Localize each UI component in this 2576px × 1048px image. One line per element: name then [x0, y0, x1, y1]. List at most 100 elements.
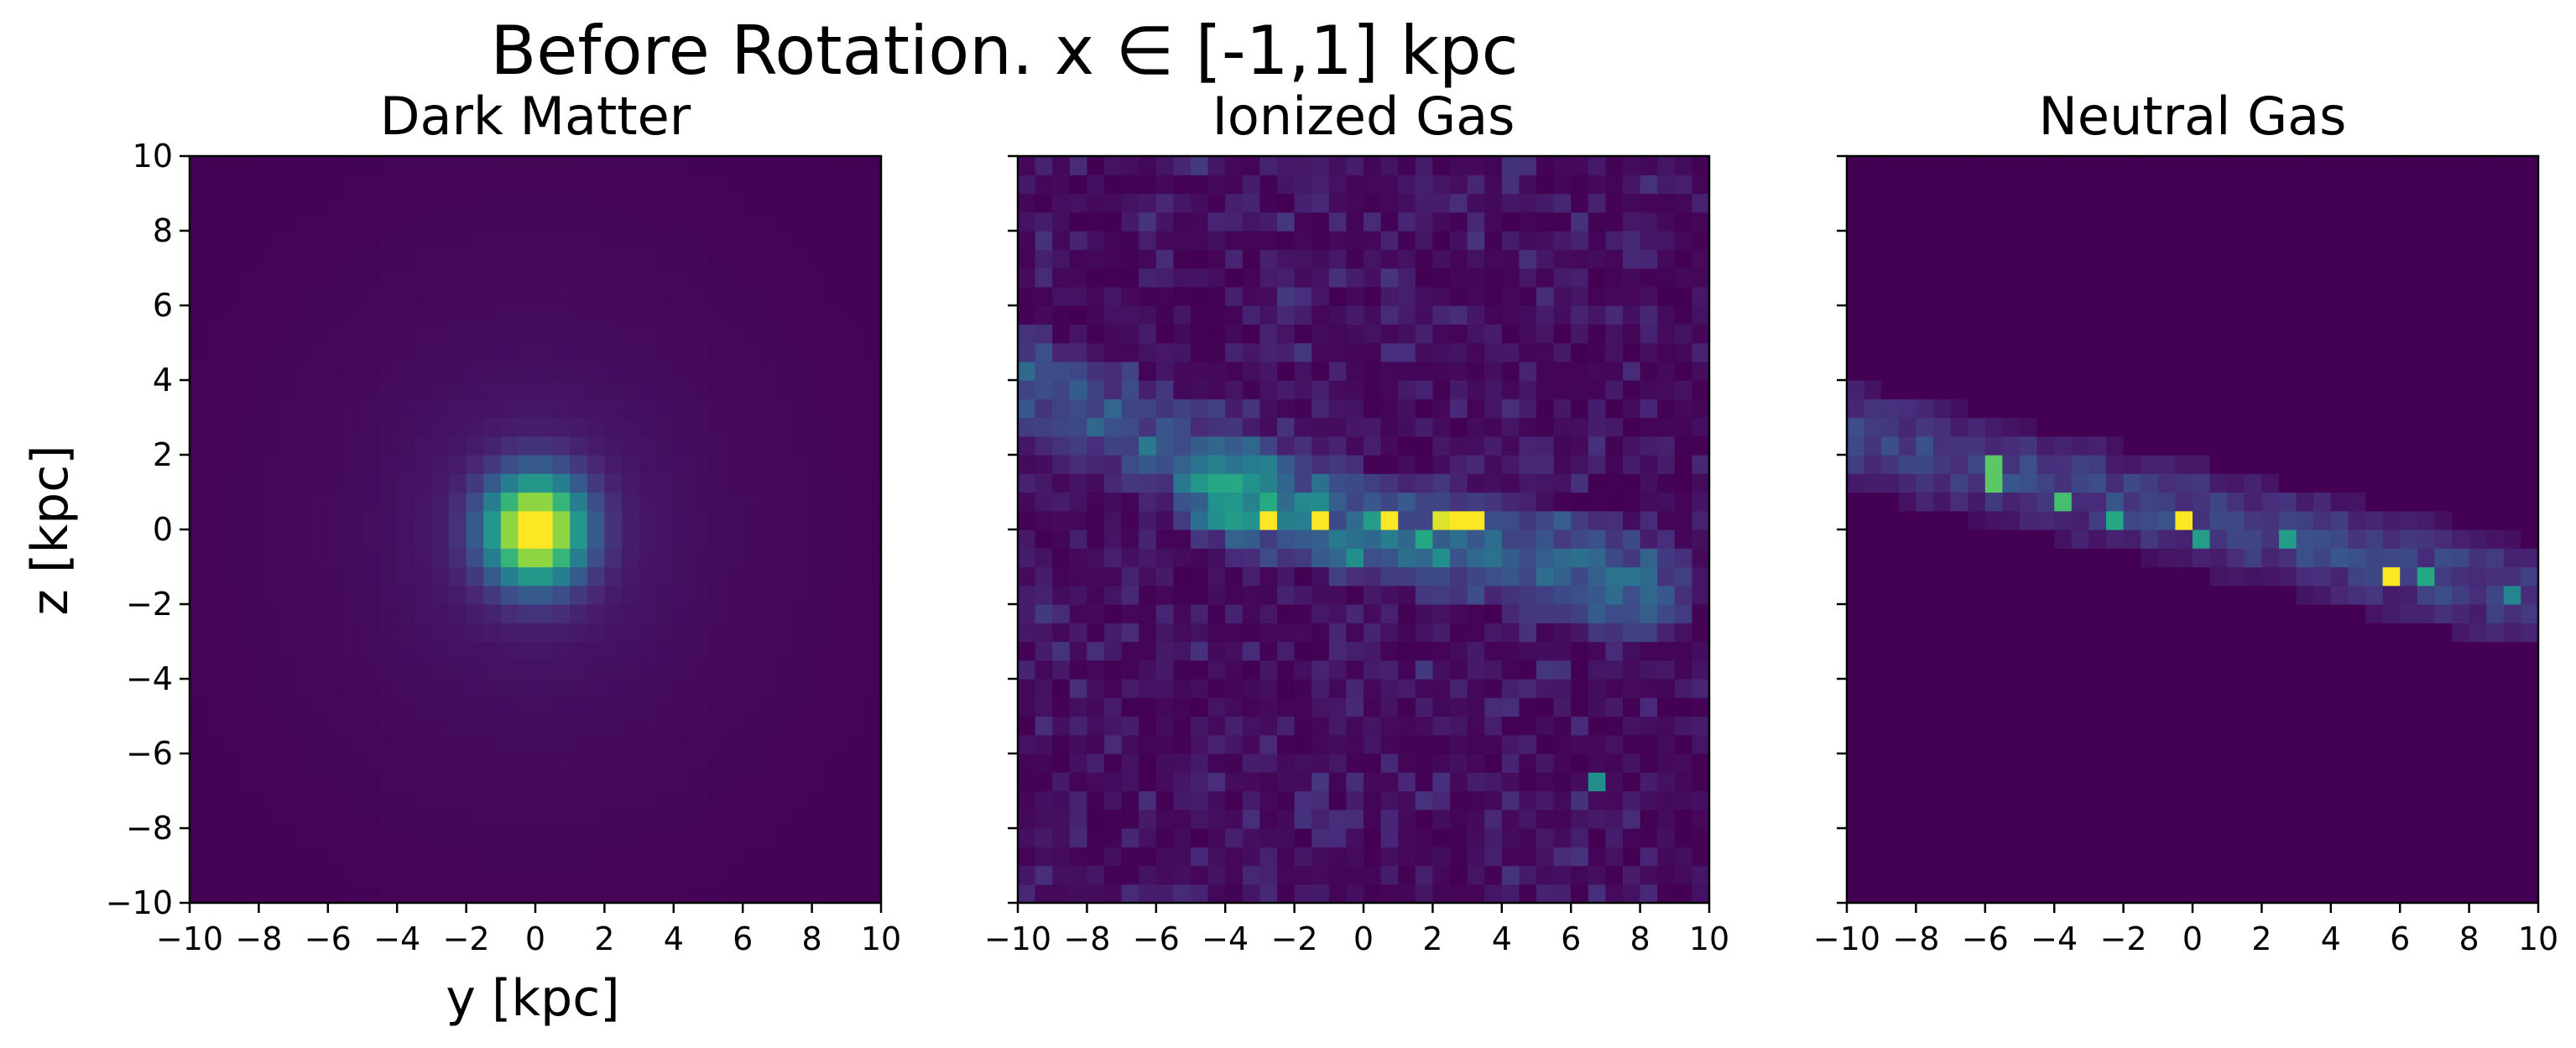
heatmap-cell — [691, 734, 709, 754]
heatmap-cell — [2123, 641, 2141, 661]
heatmap-cell — [1155, 435, 1174, 456]
heatmap-cell — [414, 286, 432, 306]
heatmap-cell — [1536, 492, 1555, 512]
heatmap-cell — [1881, 604, 1900, 623]
heatmap-cell — [327, 399, 346, 419]
heatmap-cell — [759, 753, 778, 773]
heatmap-cell — [293, 231, 311, 250]
heatmap-cell — [379, 734, 398, 754]
heatmap-cell — [483, 809, 502, 829]
heatmap-cell — [2106, 809, 2125, 829]
heatmap-cell — [1380, 716, 1399, 736]
heatmap-cell — [829, 734, 847, 754]
heatmap-cell — [2296, 529, 2314, 549]
heatmap-cell — [190, 529, 208, 549]
heatmap-cell — [1191, 884, 1209, 904]
heatmap-cell — [795, 211, 813, 232]
heatmap-cell — [327, 828, 346, 847]
heatmap-cell — [518, 828, 536, 847]
heatmap-cell — [1847, 211, 1865, 232]
heatmap-cell — [863, 231, 882, 250]
heatmap-cell — [190, 305, 208, 325]
heatmap-cell — [2244, 716, 2262, 736]
heatmap-cell — [691, 399, 709, 419]
heatmap-cell — [1984, 399, 2003, 419]
heatmap-cell — [1121, 716, 1139, 736]
heatmap-cell — [206, 473, 225, 493]
heatmap-cell — [1311, 435, 1330, 456]
heatmap-cell — [743, 529, 761, 549]
heatmap-cell — [1553, 286, 1572, 306]
heatmap-cell — [431, 623, 450, 643]
heatmap-cell — [1018, 231, 1036, 250]
heatmap-cell — [1346, 641, 1364, 661]
heatmap-cell — [622, 660, 640, 680]
heatmap-cell — [1484, 548, 1503, 568]
heatmap-cell — [466, 865, 484, 885]
heatmap-cell — [2175, 473, 2193, 493]
heatmap-cell — [1916, 435, 1934, 456]
heatmap-cell — [2157, 455, 2176, 474]
heatmap-cell — [2279, 231, 2297, 250]
heatmap-cell — [224, 324, 242, 344]
heatmap-cell — [2452, 641, 2470, 661]
heatmap-cell — [483, 679, 502, 698]
heatmap-cell — [1692, 510, 1710, 530]
heatmap-cell — [310, 473, 329, 493]
heatmap-cell — [1640, 734, 1658, 754]
heatmap-cell — [2365, 772, 2384, 792]
heatmap-cell — [1623, 305, 1641, 325]
heatmap-cell — [1674, 211, 1692, 232]
heatmap-cell — [1847, 156, 1865, 175]
heatmap-cell — [1605, 342, 1624, 362]
heatmap-cell — [1898, 790, 1916, 811]
heatmap-cell — [2193, 566, 2211, 587]
heatmap-cell — [2123, 473, 2141, 493]
heatmap-cell — [1674, 455, 1692, 474]
heatmap-cell — [1467, 435, 1485, 456]
heatmap-cell — [431, 828, 450, 847]
heatmap-cell — [1692, 753, 1710, 773]
heatmap-cell — [2400, 809, 2418, 829]
heatmap-cell — [397, 734, 415, 754]
heatmap-cell — [500, 809, 519, 829]
y-axis-label: z [kpc] — [21, 445, 80, 615]
heatmap-cell — [2503, 753, 2521, 773]
heatmap-cell — [2193, 305, 2211, 325]
heatmap-cell — [206, 510, 225, 530]
heatmap-cell — [2002, 211, 2021, 232]
heatmap-cell — [2227, 231, 2245, 250]
heatmap-cell — [1364, 399, 1382, 419]
heatmap-cell — [673, 324, 691, 344]
heatmap-cell — [2313, 492, 2332, 512]
heatmap-cell — [1207, 324, 1226, 344]
heatmap-cell — [379, 492, 398, 512]
heatmap-cell — [2227, 510, 2245, 530]
heatmap-cell — [587, 697, 605, 717]
heatmap-cell — [1018, 510, 1036, 530]
heatmap-cell — [1968, 156, 1986, 175]
heatmap-cell — [1155, 884, 1174, 904]
heatmap-cell — [1069, 193, 1087, 213]
heatmap-cell — [1018, 753, 1036, 773]
heatmap-cell — [604, 697, 623, 717]
heatmap-cell — [1623, 286, 1641, 306]
heatmap-cell — [535, 847, 554, 867]
heatmap-cell — [1259, 399, 1278, 419]
heatmap-cell — [2503, 809, 2521, 829]
heatmap-cell — [1484, 417, 1503, 437]
heatmap-cell — [1571, 175, 1589, 195]
heatmap-cell — [622, 809, 640, 829]
heatmap-cell — [224, 641, 242, 661]
heatmap-cell — [1432, 305, 1451, 325]
heatmap-cell — [1950, 716, 1969, 736]
heatmap-cell — [1121, 828, 1139, 847]
heatmap-cell — [2054, 435, 2073, 456]
heatmap-cell — [587, 193, 605, 213]
heatmap-cell — [2434, 455, 2453, 474]
heatmap-cell — [2036, 641, 2055, 661]
heatmap-cell — [2088, 716, 2107, 736]
x-tick-label: 6 — [733, 920, 753, 957]
heatmap-cell — [1640, 753, 1658, 773]
heatmap-cell — [2106, 548, 2125, 568]
